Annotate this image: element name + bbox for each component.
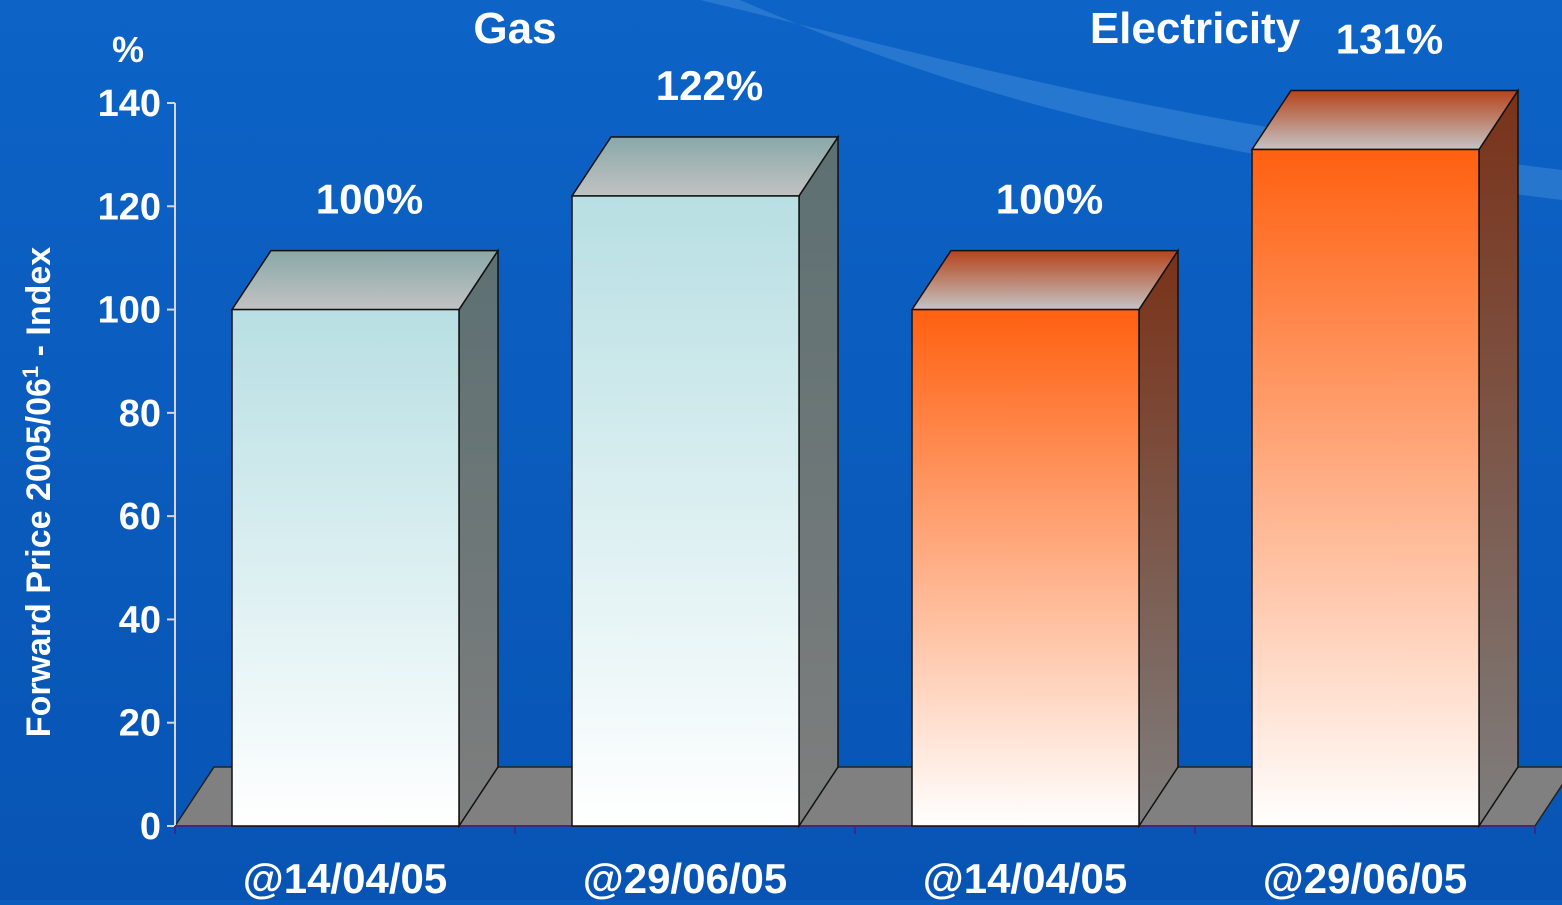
- y-tick-label: 140: [98, 83, 161, 125]
- y-tick-label: 100: [98, 290, 161, 332]
- bar-electricity-140405: [910, 248, 1180, 829]
- bar-front-face: [1251, 148, 1480, 827]
- y-axis: 0 20 40 60 80 100 120 140: [98, 83, 1536, 848]
- bar-gas-140405: [230, 248, 500, 829]
- y-tick-label: 80: [119, 393, 161, 435]
- y-axis-title: Forward Price 2005/061 - Index: [18, 247, 58, 737]
- y-tick-label: 0: [140, 806, 161, 848]
- bars: [230, 87, 1520, 829]
- x-tick-label: @29/06/05: [1263, 855, 1467, 900]
- bar-side-face: [1478, 87, 1519, 829]
- y-axis-unit-label: %: [112, 29, 144, 70]
- bar-front-face: [911, 308, 1140, 827]
- bar-front-face: [571, 195, 800, 827]
- bar-value-label: 131%: [1336, 15, 1443, 62]
- y-tick-label: 20: [119, 703, 161, 745]
- y-axis-title-suffix: - Index: [20, 247, 58, 366]
- y-tick-label: 40: [119, 599, 161, 641]
- y-axis-title-superscript: 1: [18, 366, 43, 378]
- bar-electricity-290605: [1250, 87, 1520, 829]
- y-tick-label: 60: [119, 496, 161, 538]
- bar-gas-290605: [570, 134, 840, 829]
- bar-side-face: [798, 134, 839, 829]
- bar-side-face: [458, 248, 499, 829]
- bar-top-face: [230, 249, 500, 311]
- labels: 100% @14/04/05 122% @29/06/05 100% @14/04/05 1…: [243, 4, 1467, 902]
- bar-value-label: 122%: [656, 62, 763, 109]
- group-title-gas: Gas: [473, 4, 556, 53]
- bar-value-label: 100%: [996, 176, 1103, 223]
- bar-front-face: [231, 308, 460, 827]
- bar-top-face: [910, 249, 1180, 311]
- group-title-electricity: Electricity: [1090, 4, 1301, 53]
- y-axis-title-main: Forward Price 2005/06: [20, 378, 58, 737]
- bar-top-face: [570, 136, 840, 197]
- bar-top-face: [1250, 89, 1520, 151]
- x-tick-label: @14/04/05: [923, 855, 1127, 900]
- bar-value-label: 100%: [316, 176, 423, 223]
- x-tick-label: @29/06/05: [583, 855, 787, 900]
- bar-side-face: [1138, 248, 1179, 829]
- x-tick-label: @14/04/05: [243, 855, 447, 900]
- y-tick-label: 120: [98, 186, 161, 228]
